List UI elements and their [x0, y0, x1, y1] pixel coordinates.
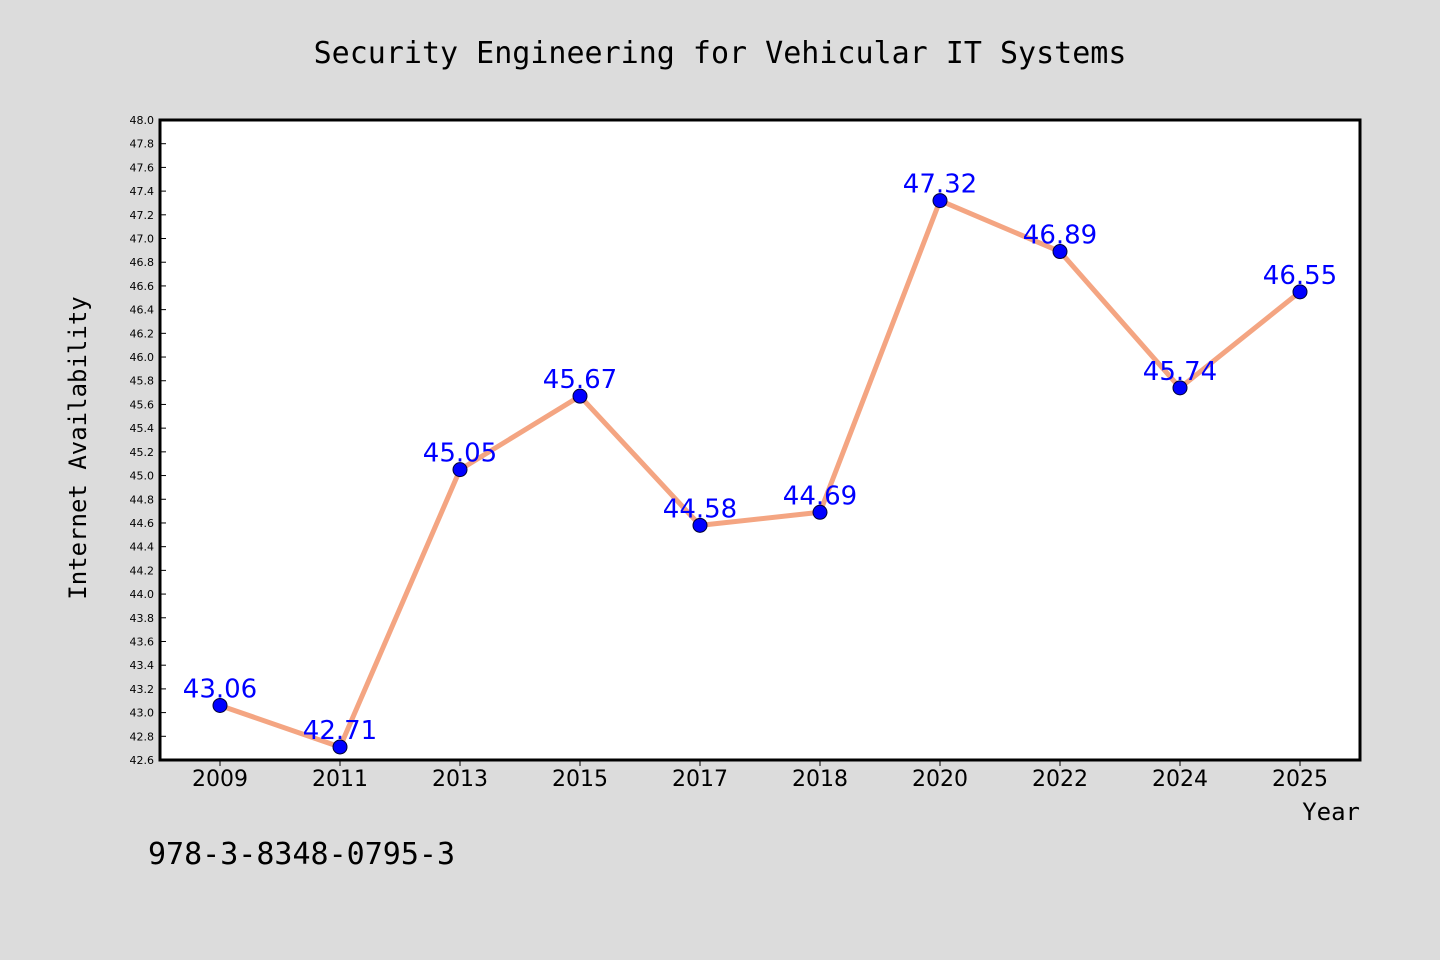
series-line [217, 198, 1303, 750]
data-point [452, 462, 468, 478]
x-tick-label: 2013 [432, 767, 488, 792]
y-tick-label: 47.2 [130, 209, 155, 222]
y-tick-label: 43.0 [130, 707, 155, 720]
y-tick-label: 47.8 [130, 138, 155, 151]
x-tick-label: 2022 [1032, 767, 1088, 792]
y-tick-label: 47.4 [130, 185, 155, 198]
y-tick-label: 46.0 [130, 351, 155, 364]
data-label: 43.06 [183, 674, 257, 704]
y-tick-label: 47.0 [130, 233, 155, 246]
y-tick-label: 44.6 [130, 517, 155, 530]
y-tick-label: 45.2 [130, 446, 155, 459]
y-axis: 42.6 42.8 43.0 43.2 43.4 43.6 43.8 44.0 44.2 44.4… [130, 114, 166, 767]
data-label: 45.74 [1143, 357, 1217, 387]
data-label: 46.89 [1023, 221, 1097, 251]
y-tick-label: 47.6 [130, 161, 155, 174]
series-layer: 43.06 42.71 45.05 45.67 44.58 44.69 47.32 46.89… [183, 170, 1337, 755]
y-tick-label: 42.6 [130, 754, 155, 767]
y-tick-label: 45.8 [130, 375, 155, 388]
y-tick-label: 46.2 [130, 327, 155, 340]
y-tick-label: 43.6 [130, 635, 155, 648]
y-tick-label: 42.8 [130, 730, 155, 743]
y-tick-label: 43.2 [130, 683, 155, 696]
y-tick-label: 43.4 [130, 659, 155, 672]
x-tick-label: 2011 [312, 767, 368, 792]
chart-title: Security Engineering for Vehicular IT Sy… [314, 36, 1127, 71]
y-tick-label: 44.2 [130, 564, 155, 577]
y-tick-label: 46.4 [130, 304, 155, 317]
data-point [332, 739, 348, 755]
data-label: 47.32 [903, 170, 977, 200]
data-label: 45.05 [423, 439, 497, 469]
y-tick-label: 48.0 [130, 114, 155, 127]
data-point [692, 517, 708, 533]
x-tick-label: 2017 [672, 767, 728, 792]
data-point [812, 504, 828, 520]
y-tick-label: 44.4 [130, 541, 155, 554]
y-tick-label: 44.8 [130, 493, 155, 506]
data-label: 45.67 [543, 365, 617, 395]
data-point [572, 388, 588, 404]
y-tick-label: 45.4 [130, 422, 155, 435]
x-axis-label: Year [1302, 798, 1360, 826]
x-tick-label: 2018 [792, 767, 848, 792]
data-point [1172, 380, 1188, 396]
data-point [1292, 284, 1308, 300]
y-axis-label: Internet Availability [64, 296, 92, 599]
data-label: 44.58 [663, 494, 737, 524]
data-label: 42.71 [303, 716, 377, 746]
y-tick-label: 43.8 [130, 612, 155, 625]
plot-area [158, 118, 1362, 762]
data-point [1052, 244, 1068, 260]
annotation-isbn: 978-3-8348-0795-3 [148, 837, 455, 872]
y-tick-label: 45.0 [130, 470, 155, 483]
x-tick-label: 2015 [552, 767, 608, 792]
x-tick-label: 2024 [1152, 767, 1208, 792]
data-point [212, 697, 228, 713]
x-axis: 2009 2011 2013 2015 2017 2018 2020 2022 2024 2025 [192, 760, 1328, 792]
data-point [932, 193, 948, 209]
y-tick-label: 44.0 [130, 588, 155, 601]
x-tick-label: 2020 [912, 767, 968, 792]
y-tick-label: 46.6 [130, 280, 155, 293]
x-tick-label: 2009 [192, 767, 248, 792]
data-label: 44.69 [783, 481, 857, 511]
data-label: 46.55 [1263, 261, 1337, 291]
y-tick-label: 45.6 [130, 398, 155, 411]
y-tick-label: 46.8 [130, 256, 155, 269]
x-tick-label: 2025 [1272, 767, 1328, 792]
